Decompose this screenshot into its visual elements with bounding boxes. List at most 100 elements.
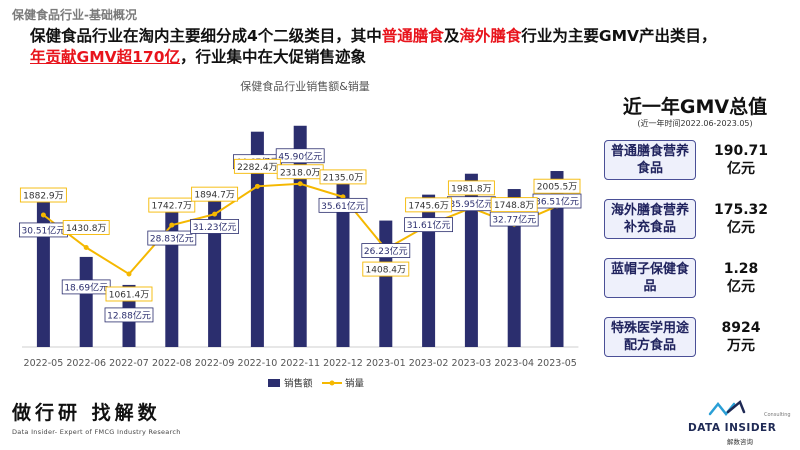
bar-label-2023-02: 31.61亿元 <box>407 219 451 231</box>
line-label-2022-08: 1742.7万 <box>152 202 193 212</box>
bar-2023-05 <box>550 171 564 347</box>
bar-2022-09 <box>208 196 222 347</box>
line-point-2022-06 <box>83 244 89 250</box>
headline-highlight-1: 普通膳食 <box>381 27 444 45</box>
bar-label-box-2022-07 <box>104 307 154 323</box>
category-card-overseas-diet: 海外膳食营养补充食品 <box>604 199 696 239</box>
x-tick-2023-01: 2023-01 <box>366 358 406 369</box>
line-label-2022-10: 2282.4万 <box>237 163 278 173</box>
line-label-2023-05: 2005.5万 <box>537 183 578 193</box>
x-tick-2022-07: 2022-07 <box>109 358 149 369</box>
category-value-medical-formula: 8924 万元 <box>721 320 761 354</box>
bar-label-box-2022-12 <box>318 197 368 213</box>
bar-2022-06 <box>79 256 93 347</box>
headline: 保健食品行业在淘内主要细分成4个二级类目，其中普通膳食及海外膳食行业为主要GMV… <box>30 26 730 68</box>
line-point-2022-11 <box>297 181 303 187</box>
headline-highlight-3: 年贡献GMV超170亿 <box>30 48 180 66</box>
data-insider-logo-icon <box>708 399 746 417</box>
logo-consulting-text: Consulting <box>764 412 791 418</box>
bar-label-2022-12: 35.61亿元 <box>321 200 365 212</box>
category-value-blue-hat: 1.28 亿元 <box>723 261 759 295</box>
line-label-box-2023-04 <box>490 197 538 213</box>
line-label-2022-06: 1430.8万 <box>66 224 107 234</box>
category-value-regular-diet: 190.71 亿元 <box>713 143 769 177</box>
x-tick-2023-05: 2023-05 <box>537 358 577 369</box>
line-label-2023-04: 1748.8万 <box>494 201 535 211</box>
headline-part-3: 行业为主要GMV产出类目， <box>521 27 717 45</box>
breadcrumb: 保健食品行业-基础概况 <box>12 8 137 22</box>
line-point-2022-07 <box>126 271 132 277</box>
bar-2023-02 <box>422 194 436 347</box>
bar-label-2022-05: 30.51亿元 <box>22 224 66 236</box>
category-card-regular-diet: 普通膳食营养食品 <box>604 140 696 180</box>
bar-2023-01 <box>379 220 393 347</box>
bar-label-2022-11: 45.90亿元 <box>278 150 322 162</box>
bar-label-2022-08: 28.83亿元 <box>150 233 194 245</box>
bar-label-2022-09: 31.23亿元 <box>193 221 237 233</box>
line-label-2022-11: 2318.0万 <box>280 168 321 178</box>
category-card-blue-hat: 蓝帽子保健食品 <box>604 258 696 298</box>
x-tick-2022-11: 2022-11 <box>280 358 320 369</box>
x-tick-2022-12: 2022-12 <box>323 358 363 369</box>
logo-text: DATA INSIDER <box>688 422 777 434</box>
bar-2022-05 <box>36 199 50 347</box>
bar-label-2022-07: 12.88亿元 <box>107 309 151 321</box>
gmv-panel-title: 近一年GMV总值 <box>622 96 768 118</box>
legend-swatch-sales <box>268 379 280 387</box>
headline-part-4: ，行业集中在大促销售迹象 <box>180 48 367 66</box>
category-card-medical-formula: 特殊医学用途配方食品 <box>604 317 696 357</box>
legend-marker-volume <box>329 380 335 386</box>
gmv-panel-subtitle: (近一年时间2022.06-2023.05) <box>637 119 753 128</box>
bar-2023-03 <box>464 173 478 347</box>
line-point-2022-10 <box>254 183 260 189</box>
bar-label-2023-01: 26.23亿元 <box>364 245 408 257</box>
line-label-2022-12: 2135.0万 <box>323 173 364 183</box>
line-label-box-2022-09 <box>191 186 239 202</box>
bar-label-box-2023-01 <box>361 243 411 258</box>
line-point-2022-09 <box>212 211 218 217</box>
bar-2022-12 <box>336 175 350 347</box>
line-label-2023-02: 1745.6万 <box>408 201 449 211</box>
line-label-box-2023-01 <box>362 261 410 277</box>
line-label-box-2022-08 <box>148 197 196 213</box>
line-label-box-2022-05 <box>19 187 67 203</box>
line-label-box-2022-12 <box>319 169 367 185</box>
line-label-2022-05: 1882.9万 <box>23 192 64 202</box>
line-point-2022-08 <box>169 222 175 228</box>
category-value-overseas-diet: 175.32 亿元 <box>713 202 769 236</box>
line-label-2023-03: 1981.8万 <box>451 184 492 194</box>
line-label-box-2022-06 <box>62 220 110 235</box>
chart-title: 保健食品行业销售额&销量 <box>240 79 370 93</box>
bar-label-2023-03: 35.95亿元 <box>450 198 494 210</box>
bar-label-2022-06: 18.69亿元 <box>64 281 108 293</box>
x-tick-2022-08: 2022-08 <box>152 358 192 369</box>
logo-cn-text: 解数咨询 <box>727 438 753 446</box>
line-label-box-2023-03 <box>447 180 495 196</box>
line-label-2023-01: 1408.4万 <box>366 266 407 276</box>
legend-label-sales: 销售额 <box>284 378 313 390</box>
x-tick-2022-05: 2022-05 <box>24 358 64 369</box>
line-label-box-2022-07 <box>105 286 153 302</box>
bar-label-box-2022-11 <box>275 148 325 164</box>
bar-label-box-2023-02 <box>404 217 454 233</box>
bar-label-box-2022-08 <box>147 230 197 246</box>
bar-label-2023-04: 32.77亿元 <box>492 214 536 226</box>
line-label-2022-09: 1894.7万 <box>194 191 235 201</box>
brand-slogan: 做行研 找解数 <box>12 402 161 424</box>
bar-label-2023-05: 36.51亿元 <box>535 196 579 208</box>
x-tick-2023-04: 2023-04 <box>494 358 534 369</box>
line-label-2022-07: 1061.4万 <box>109 290 150 300</box>
bar-label-box-2022-09 <box>190 219 240 234</box>
line-point-2022-05 <box>40 212 46 218</box>
x-tick-2022-10: 2022-10 <box>238 358 278 369</box>
x-tick-2022-06: 2022-06 <box>66 358 106 369</box>
bar-2022-11 <box>293 125 307 348</box>
line-label-box-2023-05 <box>533 178 581 194</box>
x-tick-2022-09: 2022-09 <box>195 358 235 369</box>
bar-2023-04 <box>507 189 521 347</box>
headline-part-1: 保健食品行业在淘内主要细分成4个二级类目，其中 <box>30 27 382 45</box>
headline-highlight-2: 海外膳食 <box>459 27 522 45</box>
headline-part-2: 及 <box>443 27 460 45</box>
x-tick-2023-03: 2023-03 <box>452 358 492 369</box>
